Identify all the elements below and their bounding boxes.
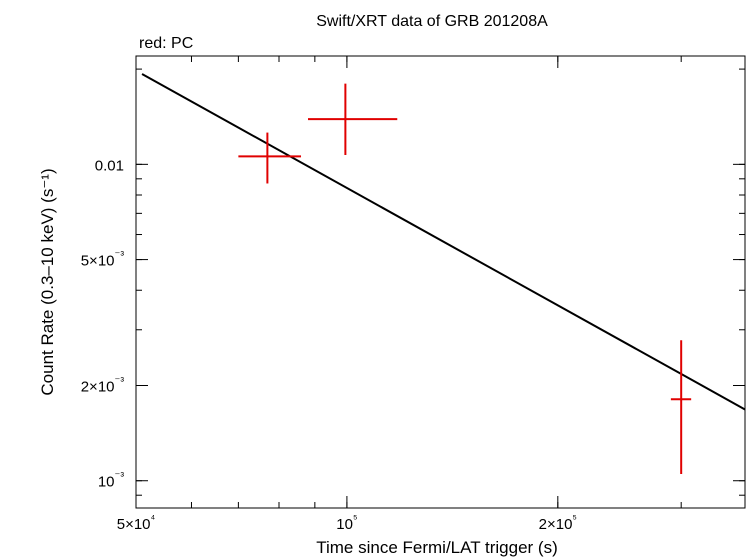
data-point (670, 340, 692, 475)
y-tick-label: 10⁻³ (98, 471, 124, 491)
y-tick-label: 5×10⁻³ (81, 250, 125, 270)
chart-subtitle: red: PC (139, 35, 193, 52)
data-points (238, 83, 692, 475)
data-point (308, 83, 398, 156)
x-tick-labels: 5×10⁴ 10⁵ 2×10⁵ (117, 513, 577, 533)
x-tick-label: 2×10⁵ (539, 513, 577, 533)
model-layer (141, 73, 746, 411)
plot-frame (135, 55, 746, 509)
major-ticks (135, 56, 745, 508)
tick-label-exponent: ⁻³ (115, 471, 125, 483)
model-fit-line (141, 73, 746, 411)
tick-label-exponent: ⁵ (353, 513, 358, 525)
tick-label-exponent: ⁻³ (115, 250, 125, 262)
y-axis-label: Count Rate (0.3–10 keV) (s⁻¹) (38, 168, 57, 395)
x-tick-label: 5×10⁴ (117, 513, 156, 533)
y-tick-label: 0.01 (95, 157, 124, 174)
y-tick-labels: 10⁻³ 2×10⁻³ 5×10⁻³ 0.01 (81, 157, 125, 490)
tick-label-exponent: ⁴ (151, 513, 156, 525)
y-tick-label: 2×10⁻³ (81, 375, 125, 395)
tick-label-exponent: ⁵ (572, 513, 577, 525)
chart-title: Swift/XRT data of GRB 201208A (316, 13, 548, 30)
data-point (238, 132, 302, 184)
x-axis-label: Time since Fermi/LAT trigger (s) (316, 538, 558, 557)
minor-ticks (135, 56, 745, 508)
tick-label-exponent: ⁻³ (115, 375, 125, 387)
x-tick-label: 10⁵ (336, 513, 357, 533)
